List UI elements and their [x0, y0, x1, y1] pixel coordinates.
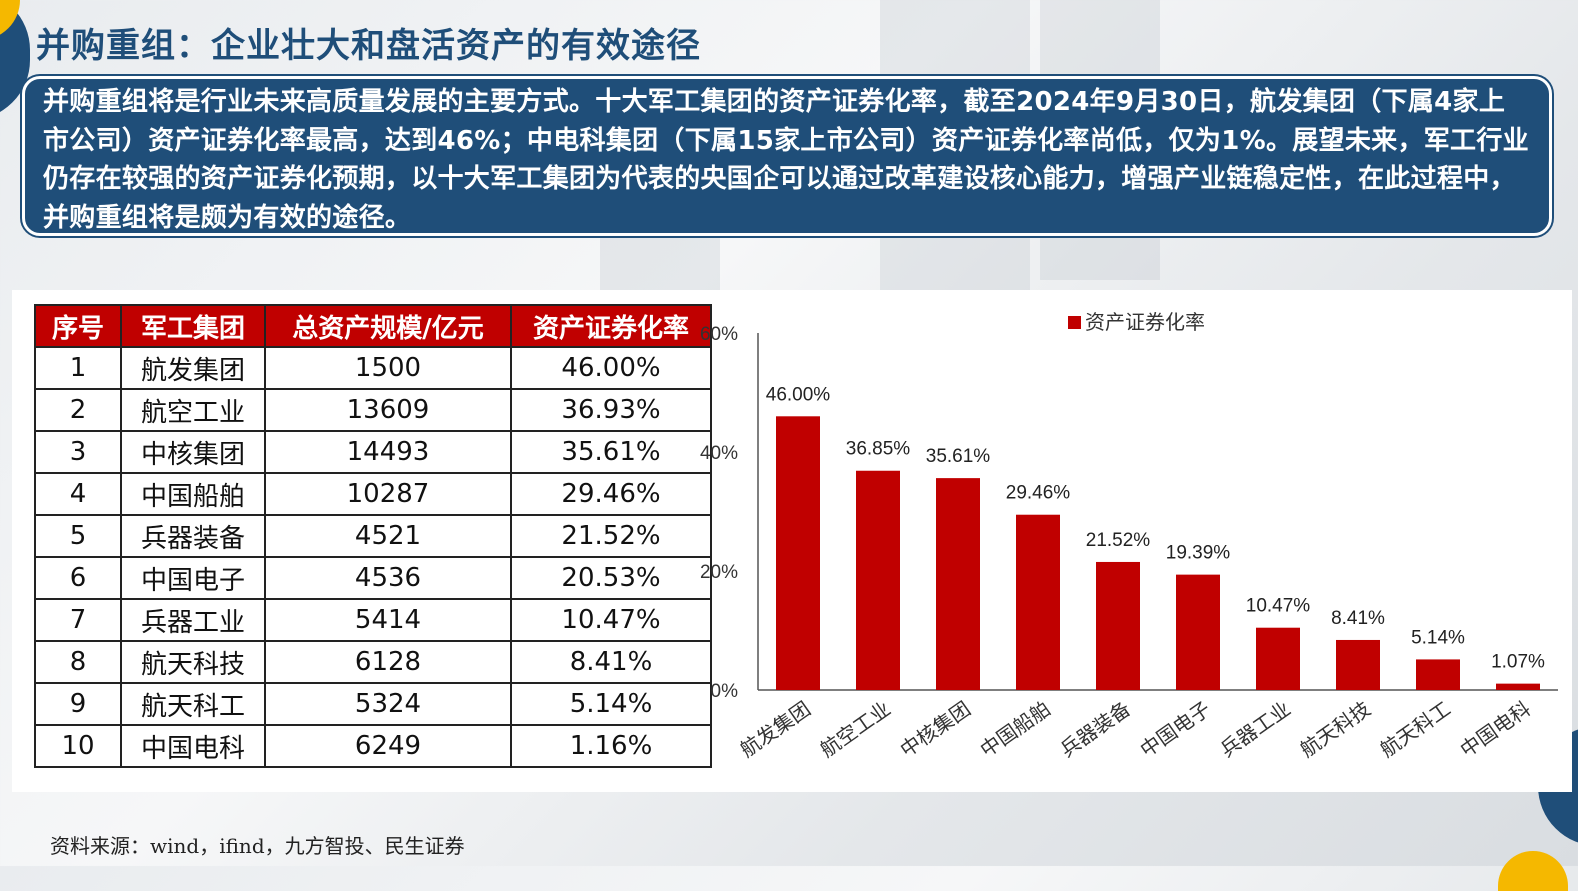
cell-rate: 8.41% — [510, 640, 712, 684]
summary-text: 并购重组将是行业未来高质量发展的主要方式。十大军工集团的资产证券化率，截至202… — [43, 87, 1529, 233]
bar-value-label: 21.52% — [1086, 530, 1151, 551]
header-group: 军工集团 — [120, 304, 266, 348]
bar — [1096, 561, 1140, 690]
cell-total-assets: 1500 — [264, 346, 512, 390]
y-tick-label: 60% — [700, 324, 738, 345]
x-tick-label: 中国电科 — [1456, 696, 1535, 762]
x-tick-label: 兵器工业 — [1216, 696, 1295, 762]
header-total-assets: 总资产规模/亿元 — [264, 304, 512, 348]
cell-total-assets: 13609 — [264, 388, 512, 432]
cell-rate: 21.52% — [510, 514, 712, 558]
cell-rate: 5.14% — [510, 682, 712, 726]
source-note: 资料来源：wind，ifind，九方智投、民生证券 — [50, 834, 465, 858]
cell-total-assets: 6128 — [264, 640, 512, 684]
x-tick-label: 兵器装备 — [1056, 696, 1135, 762]
table-row: 3 中核集团 14493 35.61% — [34, 430, 712, 474]
x-tick-label: 中国电子 — [1136, 696, 1215, 762]
cell-total-assets: 5324 — [264, 682, 512, 726]
table-row: 4 中国船舶 10287 29.46% — [34, 472, 712, 516]
cell-index: 4 — [34, 472, 122, 516]
cell-group: 中国船舶 — [120, 472, 266, 516]
bar-value-label: 29.46% — [1006, 483, 1071, 504]
bar-value-label: 10.47% — [1246, 596, 1311, 617]
cell-group: 兵器装备 — [120, 514, 266, 558]
y-tick-label: 40% — [700, 443, 738, 464]
bar-value-label: 8.41% — [1331, 608, 1385, 629]
asset-securitization-table: 序号 军工集团 总资产规模/亿元 资产证券化率 1 航发集团 1500 46.0… — [34, 304, 712, 768]
cell-rate: 36.93% — [510, 388, 712, 432]
table-header-row: 序号 军工集团 总资产规模/亿元 资产证券化率 — [34, 304, 712, 348]
bar — [776, 416, 820, 690]
cell-group: 兵器工业 — [120, 598, 266, 642]
table-row: 9 航天科工 5324 5.14% — [34, 682, 712, 726]
cell-group: 中国电子 — [120, 556, 266, 600]
legend-swatch — [1068, 316, 1081, 329]
bar — [856, 470, 900, 690]
cell-rate: 29.46% — [510, 472, 712, 516]
bar — [1256, 627, 1300, 690]
cell-total-assets: 4521 — [264, 514, 512, 558]
table-row: 6 中国电子 4536 20.53% — [34, 556, 712, 600]
table-row: 2 航空工业 13609 36.93% — [34, 388, 712, 432]
cell-group: 航空工业 — [120, 388, 266, 432]
bar-value-label: 1.07% — [1491, 652, 1545, 673]
cell-rate: 35.61% — [510, 430, 712, 474]
cell-index: 3 — [34, 430, 122, 474]
cell-total-assets: 6249 — [264, 724, 512, 768]
summary-box: 并购重组将是行业未来高质量发展的主要方式。十大军工集团的资产证券化率，截至202… — [22, 76, 1552, 236]
x-tick-label: 中核集团 — [896, 696, 975, 762]
bar-value-label: 19.39% — [1166, 543, 1231, 564]
bar — [1016, 514, 1060, 690]
table-row: 8 航天科技 6128 8.41% — [34, 640, 712, 684]
legend-label: 资产证券化率 — [1085, 310, 1205, 334]
bar-value-label: 36.85% — [846, 439, 911, 460]
bar-value-label: 5.14% — [1411, 627, 1465, 648]
cell-index: 7 — [34, 598, 122, 642]
cell-index: 1 — [34, 346, 122, 390]
cell-rate: 46.00% — [510, 346, 712, 390]
cell-group: 航天科技 — [120, 640, 266, 684]
cell-group: 中国电科 — [120, 724, 266, 768]
y-tick-label: 20% — [700, 562, 738, 583]
bar — [1416, 659, 1460, 690]
header-securitization-rate: 资产证券化率 — [510, 304, 712, 348]
bar — [1496, 683, 1540, 690]
bar-value-label: 46.00% — [766, 384, 831, 405]
cell-total-assets: 4536 — [264, 556, 512, 600]
table-row: 10 中国电科 6249 1.16% — [34, 724, 712, 768]
cell-index: 2 — [34, 388, 122, 432]
header-index: 序号 — [34, 304, 122, 348]
cell-index: 5 — [34, 514, 122, 558]
x-tick-label: 航发集团 — [736, 696, 815, 762]
bar — [1336, 639, 1380, 690]
cell-index: 6 — [34, 556, 122, 600]
cell-index: 10 — [34, 724, 122, 768]
table-row: 7 兵器工业 5414 10.47% — [34, 598, 712, 642]
cell-total-assets: 5414 — [264, 598, 512, 642]
x-tick-label: 航天科技 — [1296, 696, 1375, 762]
cell-group: 中核集团 — [120, 430, 266, 474]
cell-index: 9 — [34, 682, 122, 726]
corner-decoration — [1498, 851, 1568, 891]
cell-rate: 20.53% — [510, 556, 712, 600]
cell-group: 航发集团 — [120, 346, 266, 390]
x-tick-label: 中国船舶 — [976, 696, 1055, 762]
content-panel: 序号 军工集团 总资产规模/亿元 资产证券化率 1 航发集团 1500 46.0… — [12, 290, 1572, 792]
x-tick-label: 航天科工 — [1376, 696, 1455, 762]
page-title: 并购重组：企业壮大和盘活资产的有效途径 — [36, 26, 701, 66]
securitization-bar-chart: 0% 20% 40% 60% 资产证券化率 46.00% 航发集团 36.85% 航空工业 35.… — [700, 310, 1558, 762]
table-row: 1 航发集团 1500 46.00% — [34, 346, 712, 390]
cell-group: 航天科工 — [120, 682, 266, 726]
cell-total-assets: 14493 — [264, 430, 512, 474]
cell-rate: 1.16% — [510, 724, 712, 768]
bar — [936, 478, 980, 690]
cell-index: 8 — [34, 640, 122, 684]
cell-total-assets: 10287 — [264, 472, 512, 516]
table-row: 5 兵器装备 4521 21.52% — [34, 514, 712, 558]
bar-value-label: 35.61% — [926, 446, 991, 467]
bar — [1176, 574, 1220, 690]
y-tick-label: 0% — [711, 681, 739, 702]
x-tick-label: 航空工业 — [816, 696, 895, 762]
cell-rate: 10.47% — [510, 598, 712, 642]
